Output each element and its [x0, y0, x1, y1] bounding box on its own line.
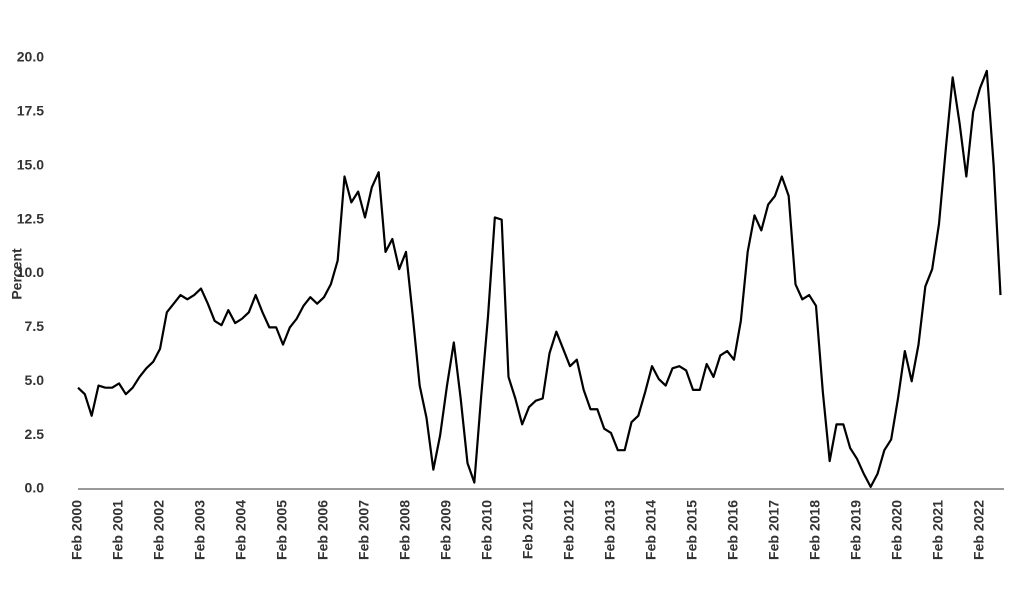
x-tick-label: Feb 2022 [971, 500, 987, 560]
x-tick-label: Feb 2007 [356, 500, 372, 560]
x-tick-label: Feb 2016 [725, 500, 741, 560]
x-tick-label: Feb 2002 [151, 500, 167, 560]
x-tick-label: Feb 2010 [479, 500, 495, 560]
x-tick-label: Feb 2021 [930, 500, 946, 560]
x-tick-label: Feb 2006 [315, 500, 331, 560]
line-series [77, 69, 1002, 488]
y-tick-label: 20.0 [17, 49, 44, 65]
x-tick-label: Feb 2015 [684, 500, 700, 560]
x-tick-label: Feb 2017 [766, 500, 782, 560]
y-tick-label: 5.0 [25, 372, 45, 388]
x-tick-label: Feb 2019 [848, 500, 864, 560]
x-tick-label: Feb 2001 [110, 500, 126, 560]
x-tick-label: Feb 2009 [438, 500, 454, 560]
y-tick-label: 10.0 [17, 264, 44, 280]
x-tick-label: Feb 2011 [520, 500, 536, 559]
x-tick-label: Feb 2014 [643, 500, 659, 560]
x-tick-label: Feb 2020 [889, 500, 905, 560]
y-tick-label: 17.5 [17, 103, 44, 119]
y-tick-label: 7.5 [25, 318, 45, 334]
y-tick-label: 12.5 [17, 210, 44, 226]
x-tick-label: Feb 2005 [274, 500, 290, 560]
x-tick-label: Feb 2018 [807, 500, 823, 560]
x-tick-label: Feb 2013 [602, 500, 618, 560]
x-tick-label: Feb 2004 [233, 500, 249, 560]
y-tick-label: 15.0 [17, 156, 44, 172]
y-tick-label: 0.0 [25, 480, 45, 496]
y-tick-label: 2.5 [25, 426, 45, 442]
y-axis-label: Percent [9, 248, 25, 300]
x-tick-label: Feb 2003 [192, 500, 208, 560]
x-tick-label: Feb 2000 [69, 500, 85, 560]
x-tick-label: Feb 2012 [561, 500, 577, 560]
x-tick-label: Feb 2008 [397, 500, 413, 560]
